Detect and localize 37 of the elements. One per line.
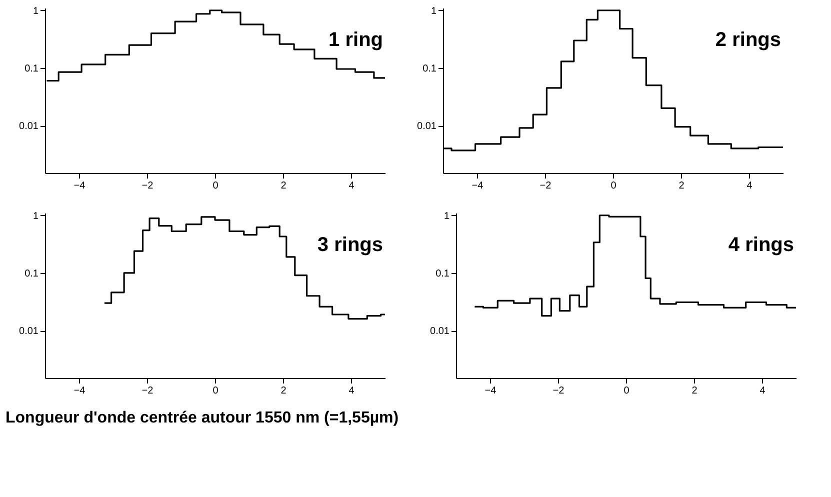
x-axis-title: Longueur d'onde centrée autour 1550 nm (=1,55µm)	[6, 410, 399, 426]
x-tick-label: −2	[142, 386, 154, 396]
y-tick-label: 0.01	[430, 326, 450, 338]
y-tick-label: 0.1	[436, 268, 450, 280]
text: 4 rings	[728, 234, 794, 256]
x-tick-label: 4	[760, 386, 766, 396]
y-tick-label: 0.01	[19, 121, 39, 132]
x-tick-label: 0	[212, 180, 219, 192]
text: 1 ring	[328, 29, 383, 51]
x-tick-label: −4	[484, 386, 497, 396]
y-tick-label: 1	[32, 6, 39, 17]
x-tick-label: 0	[610, 180, 617, 192]
x-tick-label: 4	[348, 386, 355, 396]
x-tick-label: −4	[74, 180, 86, 192]
x-tick-label: 2	[692, 386, 698, 396]
y-tick-label: 0.01	[417, 121, 437, 132]
y-tick-label: 0.01	[19, 326, 39, 338]
x-tick-label: −2	[552, 386, 565, 396]
x-tick-label: −4	[74, 386, 86, 396]
x-tick-label: 0	[624, 386, 630, 396]
y-tick-label: 1	[444, 210, 450, 222]
y-tick-label: 0.1	[24, 268, 39, 280]
x-tick-label: 4	[746, 180, 753, 192]
text: 3 rings	[317, 234, 383, 256]
y-tick-label: 1	[430, 6, 437, 17]
x-tick-label: 0	[212, 386, 219, 396]
x-tick-label: −2	[142, 180, 154, 192]
x-tick-label: 2	[280, 180, 287, 192]
y-tick-label: 1	[32, 210, 39, 222]
y-tick-label: 0.1	[24, 63, 39, 74]
text: 2 rings	[715, 29, 781, 51]
x-tick-label: 2	[280, 386, 287, 396]
x-tick-label: −4	[472, 180, 484, 192]
x-tick-label: 2	[678, 180, 685, 192]
y-tick-label: 0.1	[422, 63, 437, 74]
x-tick-label: −2	[540, 180, 552, 192]
x-tick-label: 4	[348, 180, 355, 192]
